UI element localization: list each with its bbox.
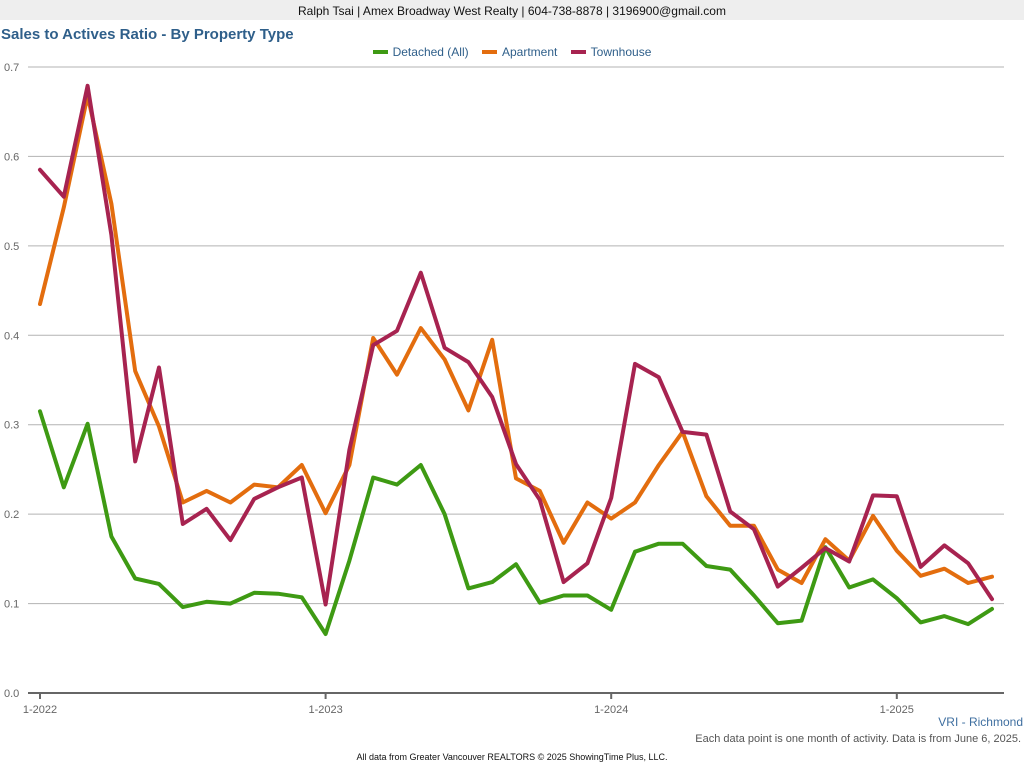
legend-swatch-detached	[372, 49, 388, 54]
y-tick-label: 0.2	[4, 509, 19, 521]
legend-item-detached[interactable]: Detached (All)	[372, 45, 469, 59]
chart-legend: Detached (All) Apartment Townhouse	[0, 45, 1024, 59]
legend-item-townhouse[interactable]: Townhouse	[570, 45, 652, 59]
legend-swatch-apartment	[481, 49, 497, 54]
series-line-townhouse	[38, 83, 994, 607]
y-tick-label: 0.0	[4, 688, 19, 700]
x-tick-label: 1-2024	[594, 704, 628, 716]
legend-swatch-townhouse	[570, 49, 586, 54]
y-tick-label: 0.1	[4, 599, 19, 611]
y-tick-label: 0.3	[4, 420, 19, 432]
x-tick-label: 1-2023	[308, 704, 342, 716]
legend-label-detached: Detached (All)	[392, 45, 469, 59]
chart-title: Sales to Actives Ratio - By Property Typ…	[1, 26, 294, 43]
region-label[interactable]: VRI - Richmond	[938, 715, 1023, 729]
x-tick-label: 1-2025	[880, 704, 914, 716]
contact-header: Ralph Tsai | Amex Broadway West Realty |…	[0, 0, 1024, 20]
x-tick-label: 1-2022	[23, 704, 57, 716]
legend-label-townhouse: Townhouse	[590, 45, 652, 59]
footer-credit: All data from Greater Vancouver REALTORS…	[356, 752, 668, 762]
legend-label-apartment: Apartment	[501, 45, 558, 59]
y-tick-label: 0.5	[4, 241, 19, 253]
data-note: Each data point is one month of activity…	[695, 733, 1021, 745]
y-tick-label: 0.7	[4, 62, 19, 74]
legend-item-apartment[interactable]: Apartment	[481, 45, 558, 59]
y-tick-label: 0.6	[4, 151, 19, 163]
y-tick-label: 0.4	[4, 330, 19, 342]
series-line-detached	[38, 409, 994, 636]
series-line-apartment	[38, 93, 994, 585]
